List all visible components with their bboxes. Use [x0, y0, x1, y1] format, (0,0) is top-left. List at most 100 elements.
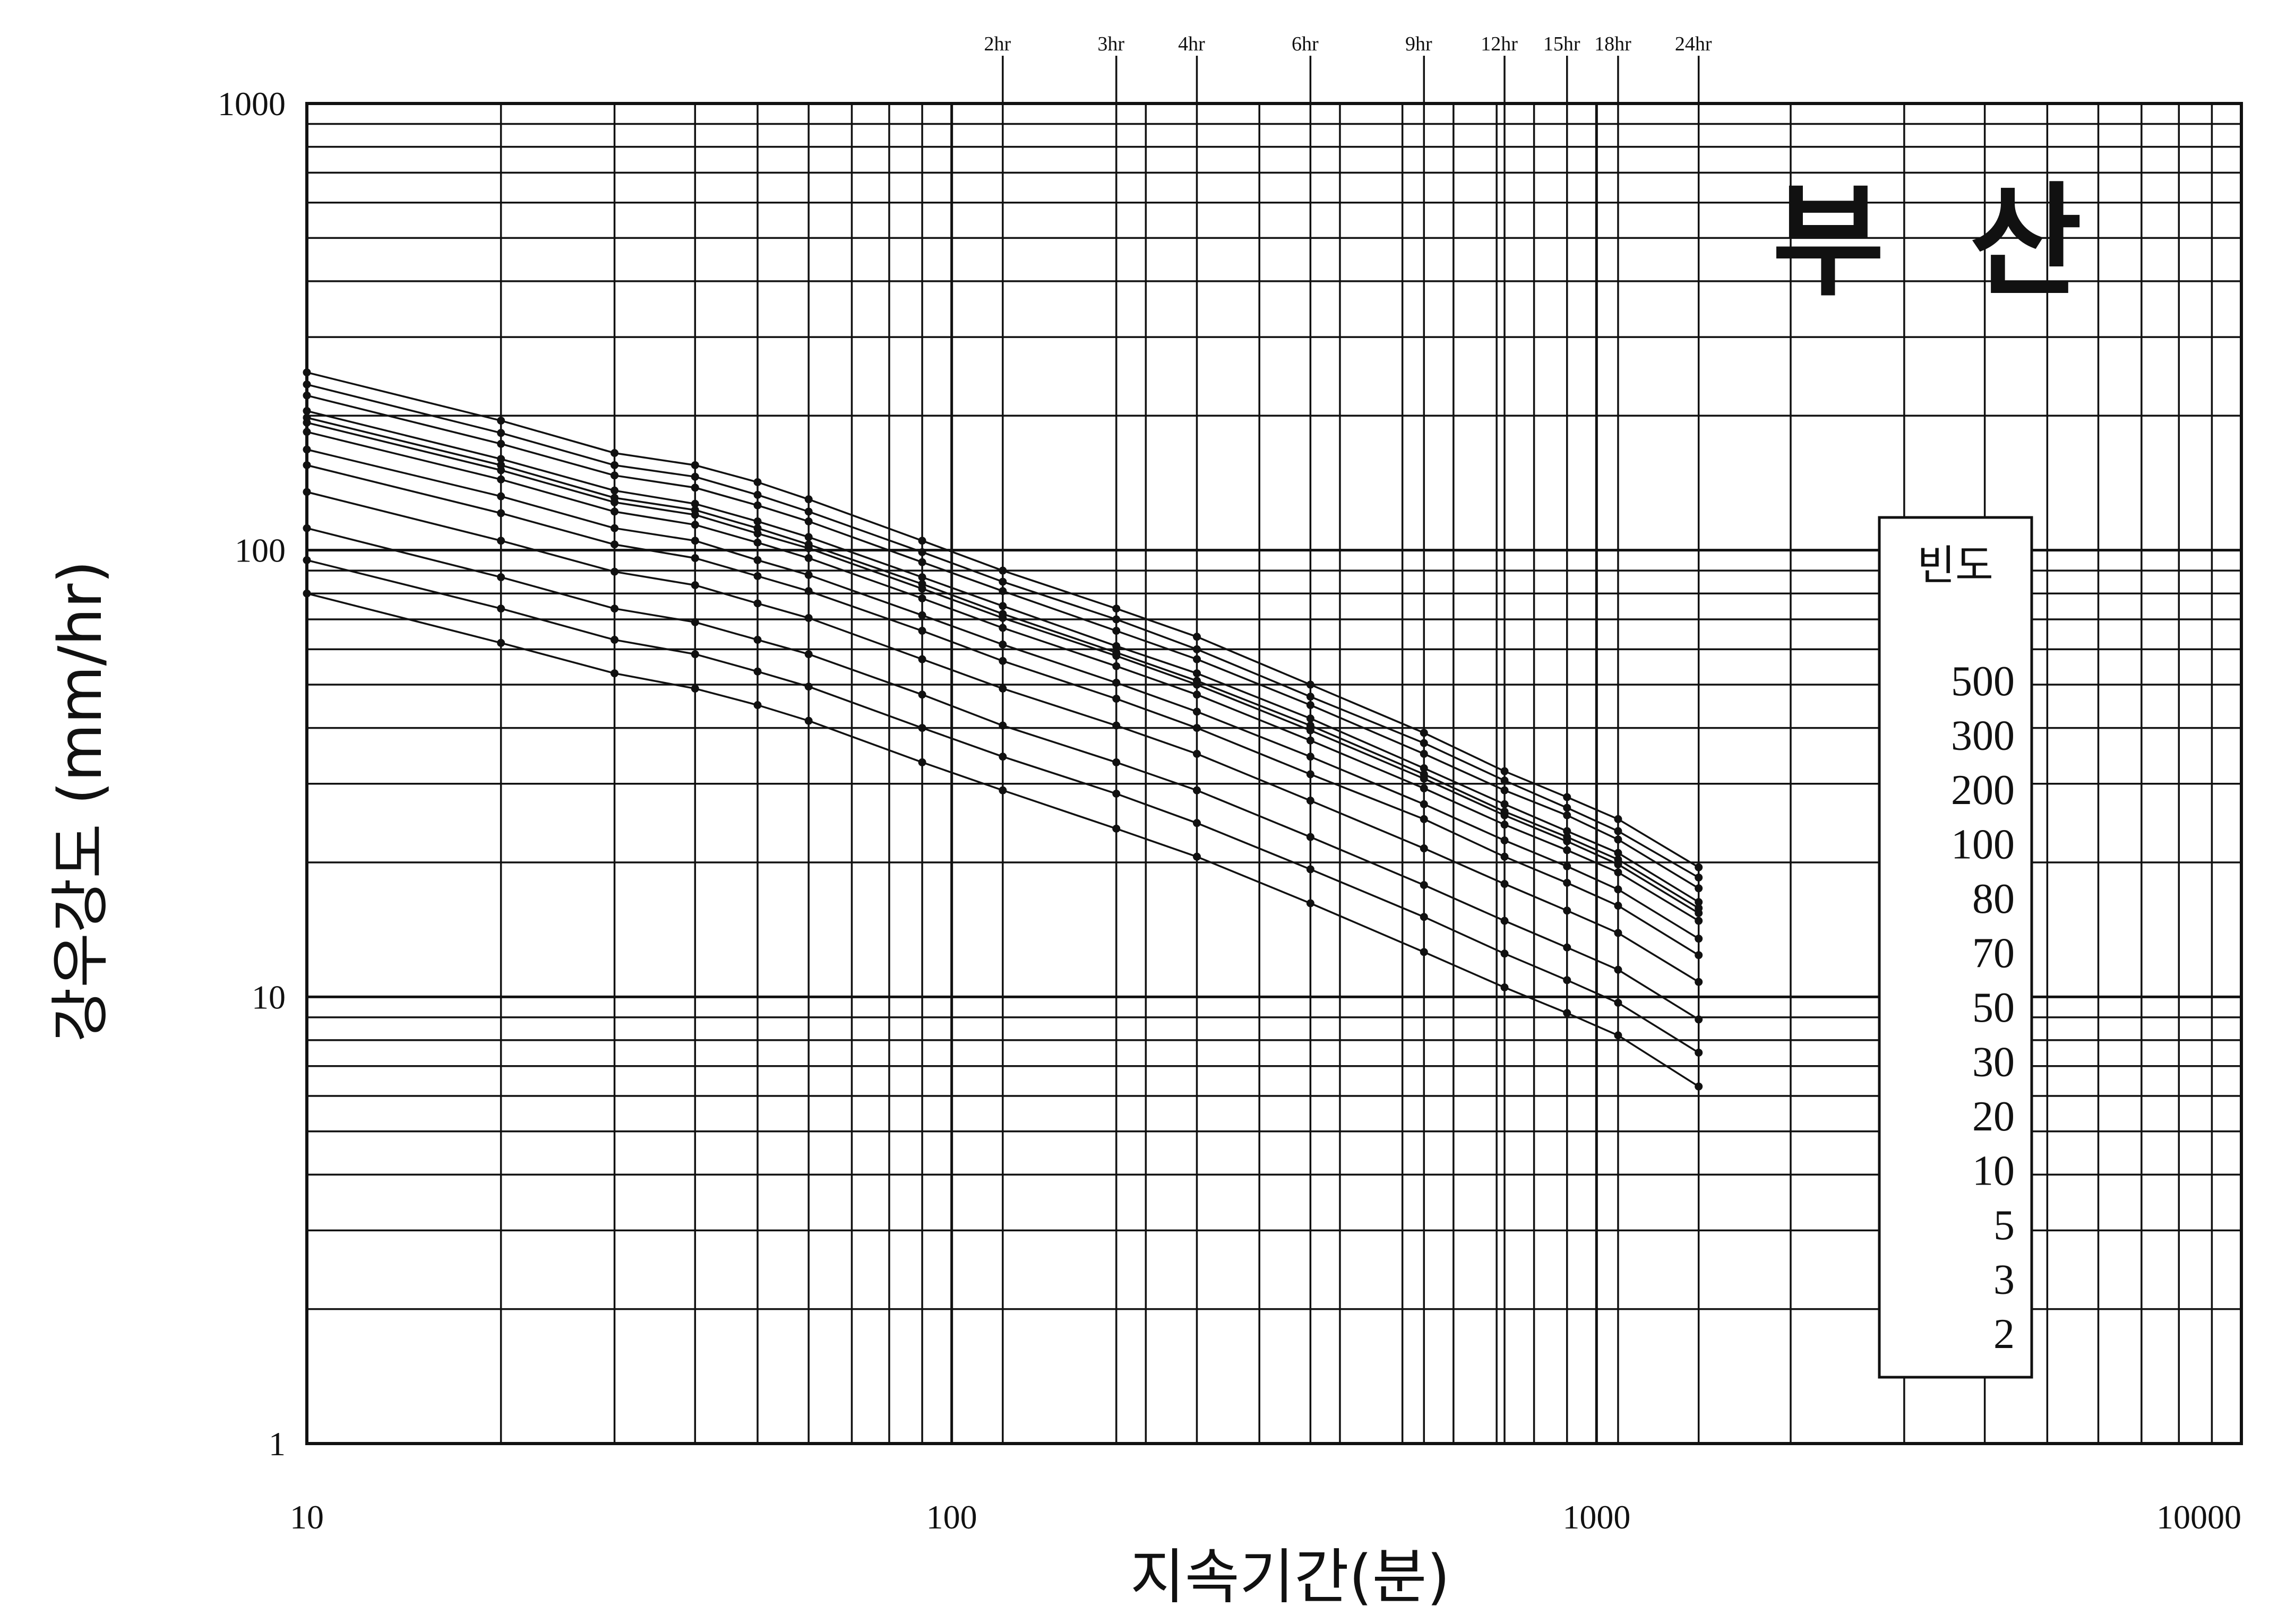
duration-labels: 2hr 3hr 4hr 6hr 9hr 12hr 15hr 18hr 24hr: [984, 33, 1712, 55]
data-point: [611, 524, 619, 532]
data-point: [1563, 862, 1571, 870]
series-10: [303, 488, 1703, 986]
data-point: [611, 471, 619, 480]
y-tick-label: 100: [235, 532, 286, 569]
data-point: [611, 636, 619, 644]
series-30: [303, 445, 1703, 943]
data-point: [1500, 983, 1509, 991]
legend: 빈도 500 300 200 100 80 70 50 30 20 10 5 3 2: [1878, 516, 2033, 1379]
data-point: [999, 587, 1007, 595]
data-point: [999, 566, 1007, 575]
data-point: [1563, 976, 1571, 984]
data-point: [1420, 913, 1428, 921]
data-point: [691, 618, 699, 626]
legend-entry: 300: [1951, 713, 2015, 759]
data-point: [753, 572, 762, 580]
data-point: [918, 758, 926, 766]
data-point: [1306, 833, 1314, 841]
data-point: [1192, 645, 1201, 653]
data-point: [497, 573, 505, 582]
data-point: [753, 501, 762, 509]
data-point: [1695, 1082, 1703, 1091]
data-point: [611, 449, 619, 457]
legend-box: [1878, 516, 2033, 1379]
duration-label: 24hr: [1675, 33, 1712, 55]
data-point: [753, 490, 762, 499]
data-point: [753, 538, 762, 547]
data-point: [1306, 770, 1314, 779]
legend-entry: 20: [1972, 1093, 2015, 1140]
data-point: [1112, 662, 1121, 670]
legend-entries: 500 300 200 100 80 70 50 30 20 10 5 3 2: [1951, 658, 2015, 1358]
data-point: [691, 554, 699, 563]
duration-label: 6hr: [1292, 33, 1319, 55]
data-point: [753, 517, 762, 525]
data-point: [691, 511, 699, 519]
data-point: [1500, 852, 1509, 861]
data-point: [1563, 811, 1571, 819]
series-50: [303, 428, 1703, 925]
legend-entry: 100: [1951, 822, 2015, 868]
data-point: [497, 455, 505, 463]
data-point: [1420, 774, 1428, 783]
series-20: [303, 461, 1703, 960]
data-point: [1306, 797, 1314, 805]
data-point: [1112, 652, 1121, 660]
data-point: [1563, 827, 1571, 835]
data-point: [1500, 776, 1509, 785]
data-point: [1614, 860, 1622, 869]
data-point: [611, 669, 619, 678]
data-point: [1563, 906, 1571, 915]
data-point: [1420, 800, 1428, 808]
data-point: [691, 581, 699, 590]
data-point: [1500, 811, 1509, 819]
data-point: [1563, 943, 1571, 952]
data-point: [918, 627, 926, 635]
data-point: [1695, 978, 1703, 986]
data-point: [1563, 846, 1571, 854]
data-point: [1500, 949, 1509, 958]
legend-entry: 500: [1951, 658, 2015, 705]
data-point: [1420, 729, 1428, 737]
series-2: [303, 589, 1703, 1091]
data-point: [303, 391, 311, 400]
data-point: [753, 667, 762, 676]
data-point: [497, 439, 505, 448]
series-line: [306, 448, 1699, 940]
data-point: [1112, 627, 1121, 635]
data-point: [303, 488, 311, 496]
data-point: [691, 483, 699, 492]
data-point: [918, 584, 926, 593]
data-point: [691, 650, 699, 659]
series-3: [303, 556, 1703, 1057]
series-100: [303, 407, 1703, 906]
legend-entry: 5: [1993, 1202, 2015, 1249]
data-point: [1420, 764, 1428, 772]
legend-entry: 50: [1972, 984, 2015, 1031]
data-point: [611, 498, 619, 506]
data-point: [1695, 935, 1703, 943]
data-point: [691, 537, 699, 545]
y-tick-label: 1000: [218, 85, 286, 123]
data-point: [691, 521, 699, 529]
data-point: [804, 683, 813, 691]
data-point: [1614, 1031, 1622, 1040]
data-point: [1306, 693, 1314, 701]
data-point: [1192, 786, 1201, 794]
data-point: [1500, 836, 1509, 845]
data-point: [918, 548, 926, 556]
data-point: [1500, 800, 1509, 808]
data-point: [1192, 680, 1201, 689]
series-line: [306, 491, 1699, 983]
data-point: [1112, 824, 1121, 833]
series-line: [306, 527, 1699, 1021]
data-point: [497, 466, 505, 474]
data-point: [1192, 749, 1201, 758]
series-line: [306, 421, 1699, 914]
data-point: [1614, 815, 1622, 823]
data-point: [1192, 724, 1201, 732]
data-point: [804, 716, 813, 725]
data-point: [303, 589, 311, 598]
